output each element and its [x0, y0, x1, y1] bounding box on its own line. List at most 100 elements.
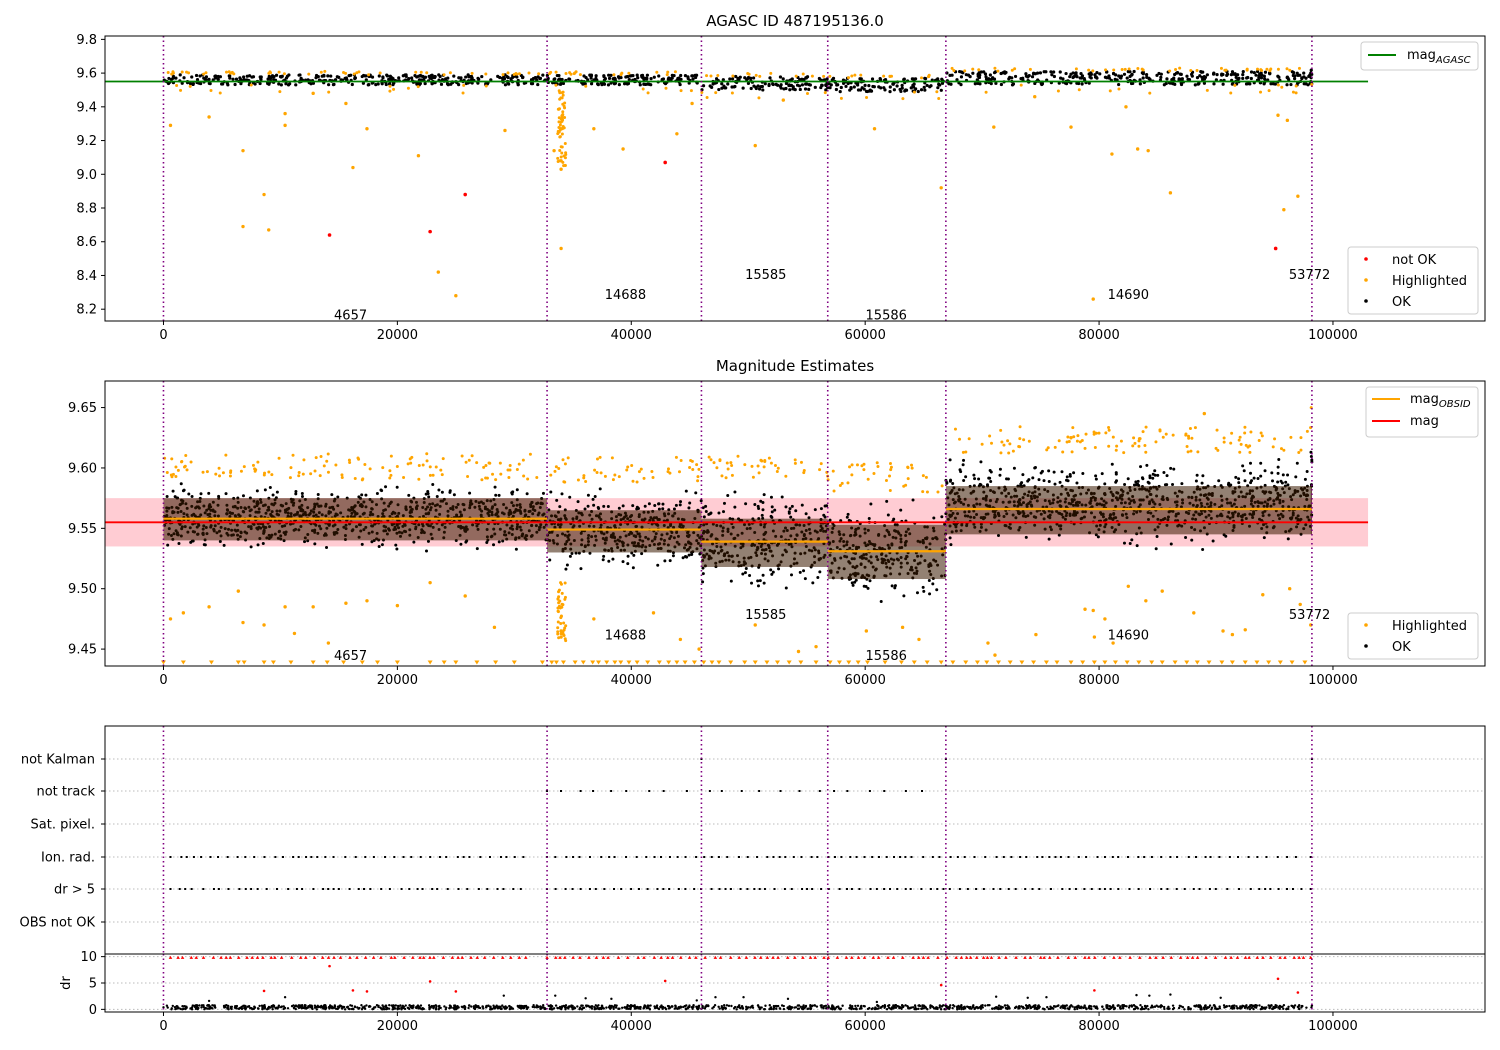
ok-point: [971, 71, 975, 75]
ok-point: [558, 82, 563, 86]
highlighted-point: [1124, 105, 1128, 109]
ok-point: [683, 554, 687, 558]
highlighted-point: [1259, 68, 1263, 72]
flag-row-label: dr > 5: [54, 883, 95, 898]
highlighted-point: [467, 458, 471, 462]
highlighted-point: [848, 465, 852, 469]
p1-y-tick-label: 8.8: [76, 202, 97, 217]
highlighted-point: [1259, 90, 1263, 94]
ok-point: [1229, 72, 1233, 77]
ok-point: [602, 554, 606, 558]
ok-point: [379, 488, 383, 492]
ok-point: [645, 76, 649, 80]
highlighted-point: [557, 590, 561, 594]
highlighted-point: [506, 71, 510, 75]
highlighted-point: [1133, 441, 1137, 445]
ok-point: [521, 75, 525, 79]
highlighted-point: [558, 135, 562, 139]
ok-point: [1113, 77, 1117, 81]
ok-point: [1187, 77, 1192, 82]
ok-point: [1040, 82, 1045, 86]
p1-y-tick-label: 8.4: [76, 269, 97, 284]
highlighted-point: [556, 159, 560, 163]
clipped-marker: [493, 660, 499, 665]
highlighted-point: [690, 101, 694, 106]
highlighted-point: [776, 466, 780, 470]
highlighted-point: [556, 630, 560, 634]
flag-point: [364, 856, 367, 858]
ok-point: [271, 493, 275, 497]
ok-point: [694, 491, 698, 495]
p1-x-tick-label: 80000: [1078, 328, 1119, 343]
highlighted-point: [988, 434, 992, 438]
ok-point: [991, 76, 995, 80]
ok-point: [802, 569, 806, 573]
ok-point: [867, 517, 871, 521]
ok-point: [1117, 74, 1121, 78]
ok-point: [1100, 472, 1104, 476]
highlighted-point: [890, 74, 894, 78]
ok-point: [1050, 73, 1054, 77]
ok-point: [1080, 82, 1084, 86]
clipped-marker: [911, 660, 917, 665]
ok-point: [923, 77, 928, 81]
ok-point: [921, 585, 925, 589]
clipped-marker: [950, 660, 956, 665]
flag-point: [695, 856, 698, 858]
ok-point: [1217, 479, 1221, 483]
highlighted-point: [729, 461, 733, 465]
flag-point: [816, 856, 819, 858]
highlighted-point: [801, 72, 805, 76]
ok-point: [979, 70, 983, 74]
highlighted-point: [282, 72, 286, 76]
ok-point: [506, 75, 510, 80]
ok-point: [1201, 78, 1205, 82]
highlighted-point: [448, 71, 452, 75]
highlighted-point: [1132, 436, 1136, 440]
ok-point: [730, 77, 735, 81]
p1-y-tick-label: 8.2: [76, 303, 97, 318]
highlighted-point: [389, 454, 393, 458]
ok-point: [985, 483, 989, 487]
highlighted-point: [1072, 435, 1076, 439]
ok-point: [294, 492, 298, 496]
ok-point: [1257, 74, 1261, 78]
ok-point: [242, 75, 246, 79]
ok-point: [763, 82, 767, 86]
ok-point: [1130, 72, 1134, 76]
dr-axis-label: dr: [59, 976, 74, 990]
flag-point: [740, 790, 743, 792]
highlighted-point: [1061, 450, 1065, 454]
obsid-label: 53772: [1289, 268, 1330, 283]
highlighted-point: [334, 463, 338, 467]
flag-point: [1002, 856, 1005, 858]
ok-point: [948, 73, 952, 77]
highlighted-point: [753, 623, 757, 627]
highlighted-point: [232, 72, 236, 76]
flag-point: [244, 856, 247, 858]
flag-point: [756, 856, 759, 858]
ok-point: [268, 485, 272, 489]
ok-point: [188, 81, 193, 86]
ok-point: [1019, 77, 1023, 81]
ok-point: [771, 82, 775, 87]
highlighted-point: [185, 468, 189, 472]
highlighted-point: [568, 71, 572, 75]
ok-point: [722, 501, 726, 505]
ok-point: [804, 512, 808, 516]
flag-point: [818, 790, 821, 792]
highlighted-point: [1117, 87, 1121, 91]
highlighted-point: [217, 466, 221, 470]
clipped-marker: [1149, 660, 1155, 665]
flag-point: [572, 856, 575, 858]
ok-point: [989, 479, 993, 483]
highlighted-point: [610, 456, 614, 460]
ok-point: [1155, 535, 1159, 539]
highlighted-point: [428, 465, 432, 469]
ok-point: [669, 76, 673, 81]
ok-point: [204, 75, 209, 79]
highlighted-point: [297, 470, 301, 474]
ok-point: [300, 491, 304, 495]
highlighted-point: [838, 484, 842, 488]
ok-point: [800, 503, 804, 507]
